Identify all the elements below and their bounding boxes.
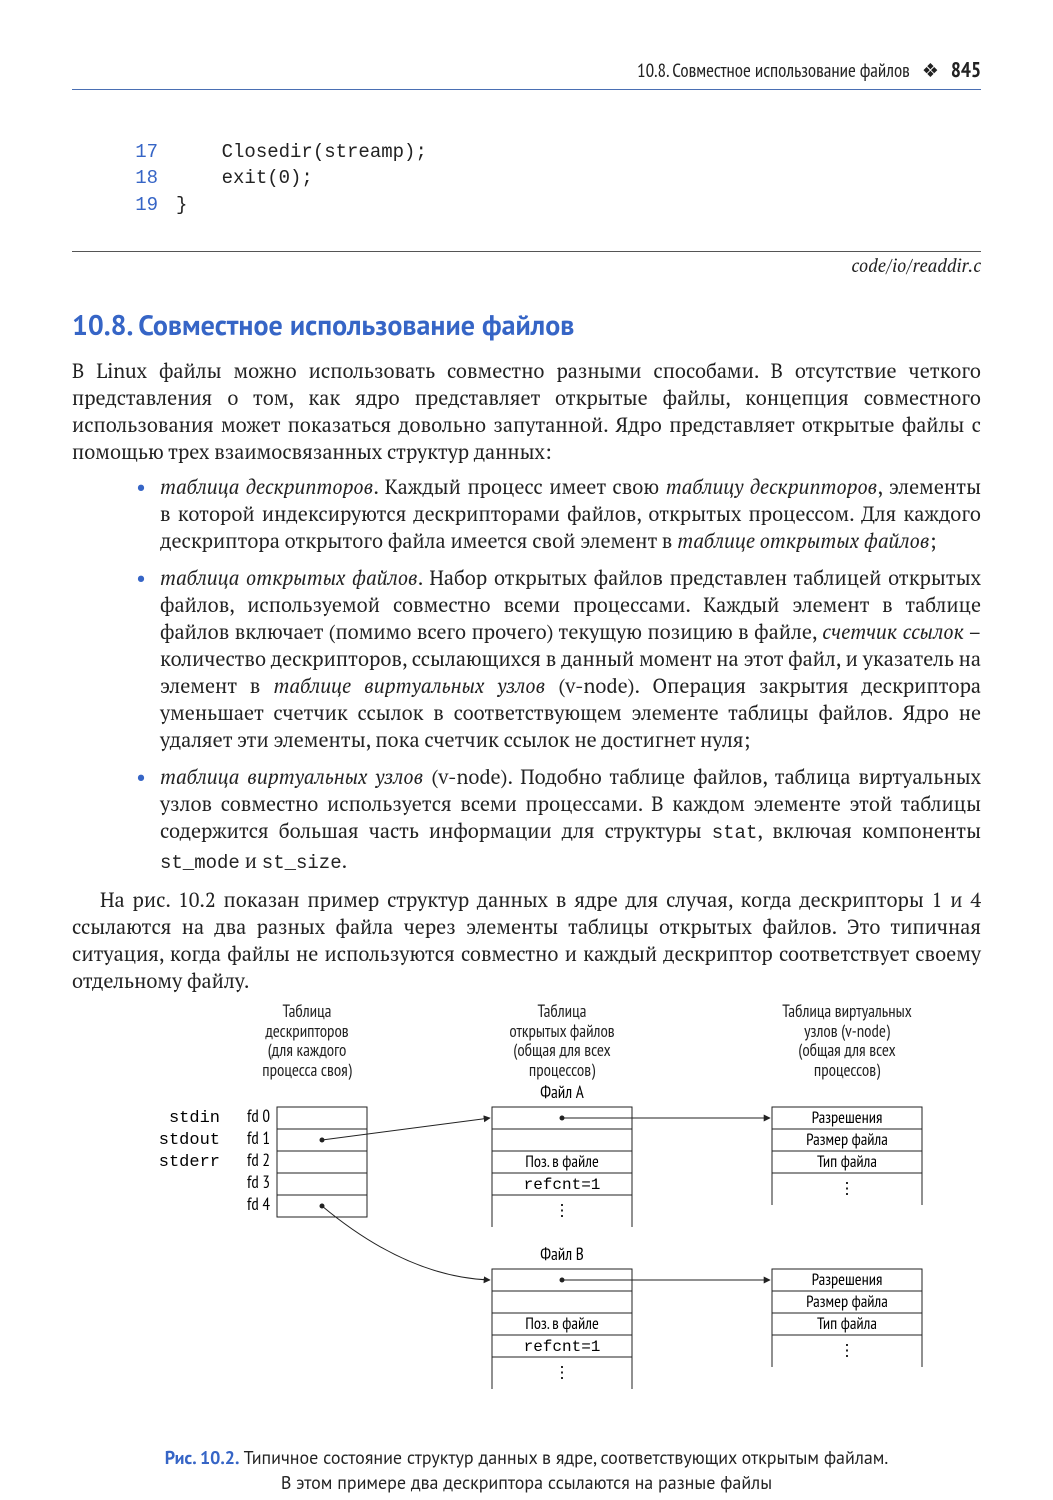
file-a-label: Файл A bbox=[540, 1081, 584, 1103]
svg-text:Размер файла: Размер файла bbox=[806, 1128, 888, 1150]
svg-text:Файл B: Файл B bbox=[540, 1243, 584, 1265]
term: таблица открытых файлов bbox=[160, 564, 418, 591]
svg-text:Размер файла: Размер файла bbox=[806, 1290, 888, 1312]
code-lineno: 18 bbox=[124, 165, 158, 192]
header-page-number: 845 bbox=[951, 56, 981, 83]
figure-10-2: Таблица дескрипторов (для каждого процес… bbox=[72, 1002, 981, 1442]
std-label: stdin bbox=[169, 1109, 220, 1128]
header-separator: ❖ bbox=[922, 59, 939, 83]
svg-text:Тип файла: Тип файла bbox=[817, 1150, 877, 1172]
inline-code: stat bbox=[712, 822, 758, 844]
svg-text:Поз. в файле: Поз. в файле bbox=[525, 1312, 599, 1334]
svg-text:fd 0: fd 0 bbox=[247, 1105, 270, 1127]
svg-text:Разрешения: Разрешения bbox=[812, 1268, 883, 1290]
code-listing: 17 Closedir(streamp); 18 exit(0); 19} bbox=[124, 112, 981, 245]
svg-text:Разрешения: Разрешения bbox=[812, 1106, 883, 1128]
svg-text:⋮: ⋮ bbox=[839, 1339, 856, 1361]
svg-text:refcnt=1: refcnt=1 bbox=[524, 1338, 601, 1356]
section-heading: 10.8. Совместное использование файлов bbox=[72, 306, 981, 343]
code-path: code/io/readdir.c bbox=[72, 254, 981, 278]
code-lineno: 17 bbox=[124, 139, 158, 166]
page: 10.8. Совместное использование файлов ❖ … bbox=[0, 0, 1053, 1500]
code-text: exit(0); bbox=[176, 167, 313, 189]
bullet-list: таблица дескрипторов. Каждый процесс име… bbox=[72, 473, 981, 876]
header-section: 10.8. Совместное использование файлов bbox=[637, 59, 910, 83]
term: таблица виртуальных узлов bbox=[160, 763, 423, 790]
svg-text:⋮: ⋮ bbox=[554, 1361, 571, 1383]
term: таблице виртуальных узлов bbox=[273, 672, 545, 699]
svg-text:stderr: stderr bbox=[159, 1153, 220, 1172]
code-lineno: 19 bbox=[124, 192, 158, 219]
list-item: таблица виртуальных узлов (v-node). Подо… bbox=[136, 763, 981, 876]
running-header: 10.8. Совместное использование файлов ❖ … bbox=[72, 56, 981, 90]
term: таблице открытых файлов bbox=[677, 527, 929, 554]
paragraph: На рис. 10.2 показан пример структур дан… bbox=[72, 886, 981, 994]
svg-text:refcnt=1: refcnt=1 bbox=[524, 1176, 601, 1194]
code-text: } bbox=[176, 194, 187, 216]
svg-text:⋮: ⋮ bbox=[554, 1199, 571, 1221]
list-item: таблица открытых файлов. Набор открытых … bbox=[136, 564, 981, 753]
term: таблица дескрипторов bbox=[160, 473, 373, 500]
inline-code: st_mode bbox=[160, 852, 240, 874]
svg-text:Тип файла: Тип файла bbox=[817, 1312, 877, 1334]
term: счетчик ссылок bbox=[822, 618, 964, 645]
svg-text:fd 3: fd 3 bbox=[247, 1171, 270, 1193]
svg-text:fd 4: fd 4 bbox=[247, 1193, 270, 1215]
inline-code: st_size bbox=[262, 852, 342, 874]
figure-caption: Рис. 10.2. Типичное состояние структур д… bbox=[72, 1446, 981, 1495]
svg-text:Файл A: Файл A bbox=[540, 1081, 584, 1103]
code-text: Closedir(streamp); bbox=[176, 141, 427, 163]
descriptor-table bbox=[277, 1107, 367, 1217]
svg-text:Поз. в файле: Поз. в файле bbox=[525, 1150, 599, 1172]
paragraph: В Linux файлы можно использовать совмест… bbox=[72, 357, 981, 465]
fd-label: fd 0 bbox=[247, 1105, 270, 1127]
svg-text:stdin: stdin bbox=[169, 1109, 220, 1128]
caption-lead: Рис. 10.2. bbox=[165, 1446, 240, 1469]
svg-text:stdout: stdout bbox=[159, 1131, 220, 1150]
svg-text:⋮: ⋮ bbox=[839, 1177, 856, 1199]
file-b-label: Файл B bbox=[540, 1243, 584, 1265]
svg-text:fd 1: fd 1 bbox=[247, 1127, 270, 1149]
svg-text:fd 2: fd 2 bbox=[247, 1149, 270, 1171]
code-rule bbox=[72, 251, 981, 252]
term: таблицу дескрипторов bbox=[666, 473, 878, 500]
list-item: таблица дескрипторов. Каждый процесс име… bbox=[136, 473, 981, 554]
